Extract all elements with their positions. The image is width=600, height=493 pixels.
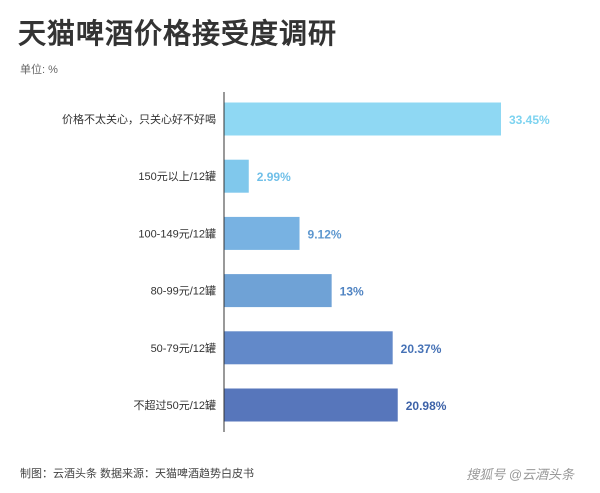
bar-3 [224, 274, 332, 308]
chart-title: 天猫啤酒价格接受度调研 [18, 18, 338, 49]
unit-label: 单位: % [20, 64, 58, 76]
value-label-1: 2.99% [257, 170, 291, 184]
bar-chart: 价格不太关心，只关心好不好喝 33.45% 150元以上/12罐 2.99% 100-1… [62, 92, 550, 432]
category-label-2: 100-149元/12罐 [138, 227, 216, 240]
category-label-3: 80-99元/12罐 [151, 285, 216, 298]
category-label-5: 不超过50元/12罐 [133, 398, 216, 412]
value-label-2: 9.12% [308, 227, 342, 241]
bar-1 [224, 159, 249, 193]
category-label-1: 150元以上/12罐 [138, 170, 216, 183]
value-label-4: 20.37% [401, 342, 442, 356]
bar-4 [224, 331, 393, 365]
watermark: 搜狐号 @云酒头条 [466, 467, 574, 482]
source-footer: 制图：云酒头条 数据来源：天猫啤酒趋势白皮书 [20, 468, 255, 480]
bars-layer: 价格不太关心，只关心好不好喝 33.45% 150元以上/12罐 2.99% 100-1… [62, 102, 550, 422]
bar-2 [224, 216, 300, 250]
value-label-0: 33.45% [509, 113, 550, 127]
category-label-4: 50-79元/12罐 [151, 342, 216, 355]
bar-5 [224, 388, 398, 422]
value-label-5: 20.98% [406, 399, 447, 413]
value-label-3: 13% [340, 285, 364, 299]
category-label-0: 价格不太关心，只关心好不好喝 [62, 112, 216, 126]
bar-0 [224, 102, 501, 136]
